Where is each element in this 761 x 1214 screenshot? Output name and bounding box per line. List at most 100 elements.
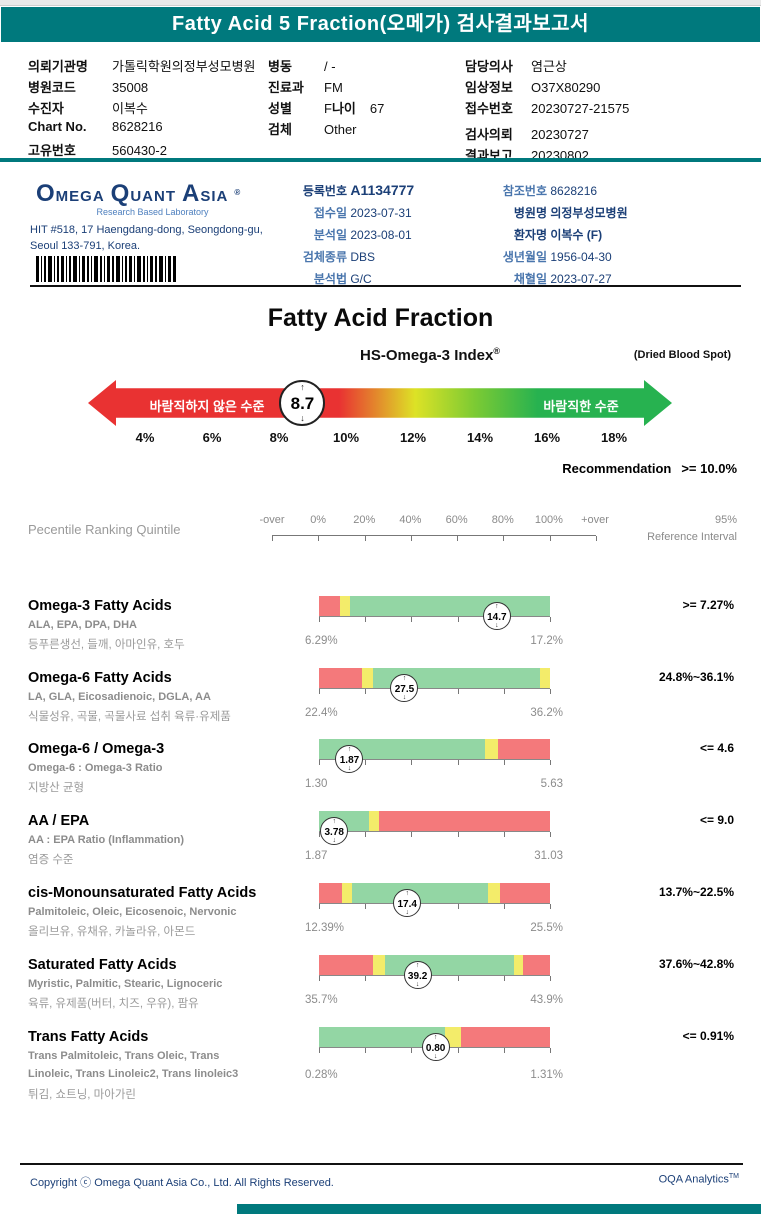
bar-ruler <box>319 616 551 622</box>
row-sources-korean: 육류, 유제품(버터, 치즈, 우유), 팜유 <box>28 998 199 1010</box>
range-high: 17.2% <box>530 635 563 647</box>
axis-tick-label: +over <box>581 514 609 526</box>
ruler-tick <box>272 536 273 541</box>
reference-interval: <= 0.91% <box>682 1029 734 1043</box>
axis-tick-label: -over <box>259 514 285 526</box>
row-components: Omega-6 : Omega-3 Ratio <box>28 762 163 774</box>
bar-segment-red <box>319 668 362 688</box>
field-label: 접수일 <box>313 206 347 220</box>
up-arrow-icon: ↑ <box>405 890 409 897</box>
fatty-acid-row-cis-monounsaturated: cis-Monounsaturated Fatty Acids Palmitol… <box>0 875 761 947</box>
range-high: 5.63 <box>540 778 563 790</box>
field-label: 의뢰기관명 <box>28 59 88 74</box>
scale-tick-label: 8% <box>269 430 289 445</box>
ruler-tick <box>319 689 320 694</box>
row-title: Omega-6 Fatty Acids <box>28 670 172 686</box>
field-label: 성별 <box>268 101 292 116</box>
marker-value: 3.78 <box>324 827 344 838</box>
ruler-tick <box>457 1048 459 1053</box>
scale-tick-label: 12% <box>399 430 427 445</box>
range-low: 12.39% <box>305 922 345 934</box>
reference-interval-label: Reference Interval <box>647 531 737 543</box>
ruler-tick <box>550 617 551 622</box>
ruler-tick <box>457 904 459 909</box>
ruler-tick <box>319 1048 320 1053</box>
field-label: Chart No. <box>28 119 87 134</box>
range-low: 35.7% <box>305 994 338 1006</box>
next-page-banner-edge <box>237 1204 761 1214</box>
bar-track <box>319 1027 550 1047</box>
bar-segment-green <box>352 883 488 903</box>
field-value: FM <box>324 80 343 95</box>
reference-interval: 13.7%~22.5% <box>658 885 734 899</box>
ruler-tick <box>411 1048 413 1053</box>
bar-segment-red <box>319 596 340 616</box>
bar-segment-yellow <box>368 811 380 831</box>
field-label: 참조번호 <box>502 184 547 198</box>
scale-tick-label: 6% <box>202 430 222 445</box>
field-value: 8628216 <box>112 119 163 134</box>
field-label: 병원코드 <box>28 80 76 95</box>
patient-field-row: 진료과 FM <box>268 77 343 96</box>
reference-interval: 24.8%~36.1% <box>658 670 734 684</box>
up-arrow-icon: ↑ <box>347 746 352 753</box>
registered-mark: ® <box>493 346 501 356</box>
lab-field-row: 생년월일 1956-04-30 <box>462 248 612 265</box>
field-label: 접수번호 <box>465 101 513 116</box>
scale-tick-label: 18% <box>600 430 628 445</box>
bar-ruler <box>319 831 551 837</box>
bar-ruler <box>319 975 551 981</box>
field-value: 가톨릭학원의정부성모병원 <box>112 59 256 74</box>
axis-tick-label: 0% <box>310 514 327 526</box>
lab-field-row: 등록번호 A1134777 <box>270 182 414 199</box>
up-arrow-icon: ↑ <box>415 962 420 969</box>
row-sources-korean: 지방산 균형 <box>28 782 85 794</box>
value-marker: ↑ 1.87 ↓ <box>335 745 364 773</box>
bar-track <box>319 811 550 831</box>
bar-segment-red <box>461 1027 550 1047</box>
ruler-tick <box>365 976 367 981</box>
field-value: 이복수 (F) <box>550 228 603 242</box>
ruler-tick <box>364 536 366 541</box>
patient-field-row: 임상정보 O37X80290 <box>465 77 600 96</box>
registered-mark: ® <box>234 188 242 197</box>
trademark-mark: TM <box>728 1173 739 1180</box>
row-title: Omega-6 / Omega-3 <box>28 741 165 757</box>
row-title: Trans Fatty Acids <box>28 1029 149 1045</box>
bar-segment-yellow <box>339 596 351 616</box>
ruler-tick <box>503 832 505 837</box>
bar-segment-yellow <box>361 668 374 688</box>
lab-field-row: 검체종류 DBS <box>270 248 375 265</box>
page-top-edge <box>0 0 761 6</box>
scale-tick-label: 4% <box>135 430 155 445</box>
logo-word: QUANT <box>110 180 177 207</box>
field-value: 염근상 <box>531 59 567 74</box>
field-label: 고유번호 <box>28 143 76 158</box>
field-label: 환자명 <box>513 228 547 242</box>
ruler-tick <box>457 976 459 981</box>
field-value: DBS <box>350 250 376 264</box>
ruler-tick <box>319 617 320 622</box>
ruler-tick <box>550 832 551 837</box>
ruler-tick <box>319 832 320 837</box>
field-value: 8628216 <box>550 184 598 198</box>
ruler-tick <box>365 689 367 694</box>
bar-segment-yellow <box>485 739 499 759</box>
gauge-desirable-label: 바람직한 수준 <box>543 399 619 414</box>
ruler-tick <box>550 904 551 909</box>
row-sources-korean: 염증 수준 <box>28 854 74 866</box>
field-label: 병원명 <box>513 206 547 220</box>
lab-address-line1: HIT #518, 17 Haengdang-dong, Seongdong-g… <box>30 224 263 236</box>
axis-tick-label: 80% <box>491 514 514 526</box>
row-title: Omega-3 Fatty Acids <box>28 598 172 614</box>
value-marker: ↑ 27.5 ↓ <box>390 674 419 702</box>
quintile-bar: ↑ 1.87 ↓ <box>319 739 551 773</box>
down-arrow-icon: ↓ <box>405 909 409 916</box>
ruler-tick <box>457 536 459 541</box>
axis-tick-label: 40% <box>399 514 422 526</box>
bar-track <box>319 955 550 975</box>
bar-track <box>319 668 550 688</box>
bar-segment-yellow <box>373 955 385 975</box>
range-high: 31.03 <box>534 850 563 862</box>
reference-interval: <= 9.0 <box>699 813 734 827</box>
